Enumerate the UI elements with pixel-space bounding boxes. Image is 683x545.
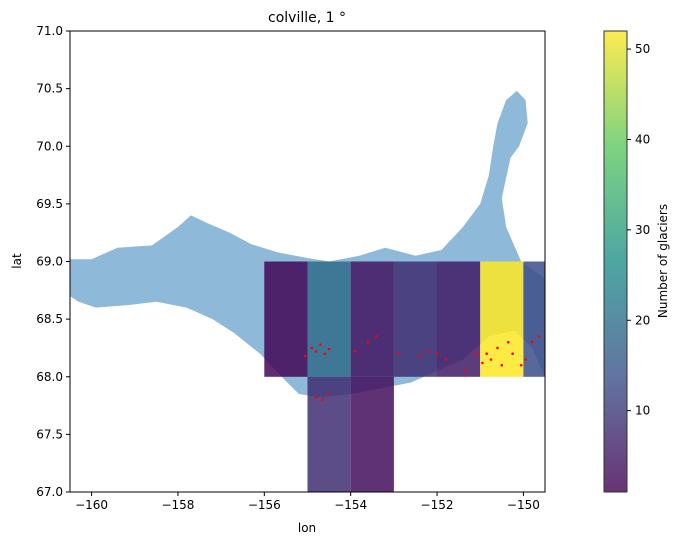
chart-title: colville, 1 ° <box>268 10 346 26</box>
glacier-point-19 <box>496 346 499 350</box>
glacier-point-22 <box>511 352 514 356</box>
grid-cell-1 <box>307 261 351 377</box>
glacier-point-12 <box>435 352 439 356</box>
colorbar-tick-label-2: 30 <box>635 223 650 237</box>
y-tick-label-1: 67.5 <box>36 427 63 441</box>
colorbar-tick-label-0: 10 <box>635 404 650 418</box>
glacier-point-24 <box>524 358 527 361</box>
glacier-point-26 <box>537 335 540 338</box>
grid-cell-3 <box>393 261 438 377</box>
glacier-point-17 <box>485 352 489 356</box>
colorbar-tick-label-3: 40 <box>635 132 650 146</box>
y-tick-label-5: 69.5 <box>36 197 63 211</box>
x-tick-label-0: −160 <box>75 498 108 512</box>
glacier-point-11 <box>427 350 430 353</box>
x-axis-label: lon <box>298 521 316 535</box>
grid-cell-7 <box>307 376 351 492</box>
y-tick-label-7: 70.5 <box>36 82 63 96</box>
glacier-point-1 <box>310 346 314 350</box>
glacier-point-2 <box>314 350 318 353</box>
glacier-point-21 <box>507 340 510 344</box>
glacier-point-8 <box>375 335 378 338</box>
glacier-point-15 <box>474 352 478 356</box>
x-tick-label-5: −150 <box>507 498 540 512</box>
glacier-point-20 <box>500 363 504 367</box>
glacier-point-9 <box>396 352 400 356</box>
y-axis-label: lat <box>10 253 24 269</box>
glacier-point-14 <box>463 369 467 373</box>
grid-cell-5 <box>480 261 524 377</box>
glacier-point-5 <box>327 347 331 351</box>
colorbar-tick-label-1: 20 <box>635 313 650 327</box>
y-tick-label-3: 68.5 <box>36 312 63 326</box>
grid-cell-4 <box>437 261 481 377</box>
y-tick-label-8: 71.0 <box>36 24 63 38</box>
glacier-point-6 <box>353 350 357 353</box>
x-tick-label-4: −152 <box>421 498 454 512</box>
glacier-point-27 <box>314 396 318 399</box>
y-tick-label-4: 69.0 <box>36 255 63 269</box>
x-tick-label-1: −158 <box>161 498 194 512</box>
grid-cell-8 <box>350 376 394 492</box>
glacier-point-18 <box>489 358 493 361</box>
colorbar-label: Number of glaciers <box>656 204 670 318</box>
glacier-point-4 <box>323 352 327 356</box>
glacier-point-0 <box>304 354 307 358</box>
glacier-point-29 <box>327 392 331 396</box>
glacier-point-28 <box>321 398 324 402</box>
glacier-point-13 <box>444 358 448 361</box>
glacier-point-16 <box>481 361 484 365</box>
glacier-point-25 <box>530 340 534 344</box>
x-tick-label-2: −156 <box>248 498 281 512</box>
glacier-point-3 <box>319 343 322 346</box>
y-tick-label-2: 68.0 <box>36 370 63 384</box>
glacier-point-10 <box>418 354 422 358</box>
y-tick-label-6: 70.0 <box>36 139 63 153</box>
grid-cell-6 <box>523 261 545 377</box>
grid-cell-0 <box>264 261 308 377</box>
colorbar <box>603 30 628 493</box>
x-tick-label-3: −154 <box>334 498 367 512</box>
y-tick-label-0: 67.0 <box>36 485 63 499</box>
glacier-point-23 <box>519 363 523 367</box>
colorbar-tick-label-4: 50 <box>635 42 650 56</box>
grid-cell-2 <box>350 261 394 377</box>
glacier-point-7 <box>366 340 370 344</box>
